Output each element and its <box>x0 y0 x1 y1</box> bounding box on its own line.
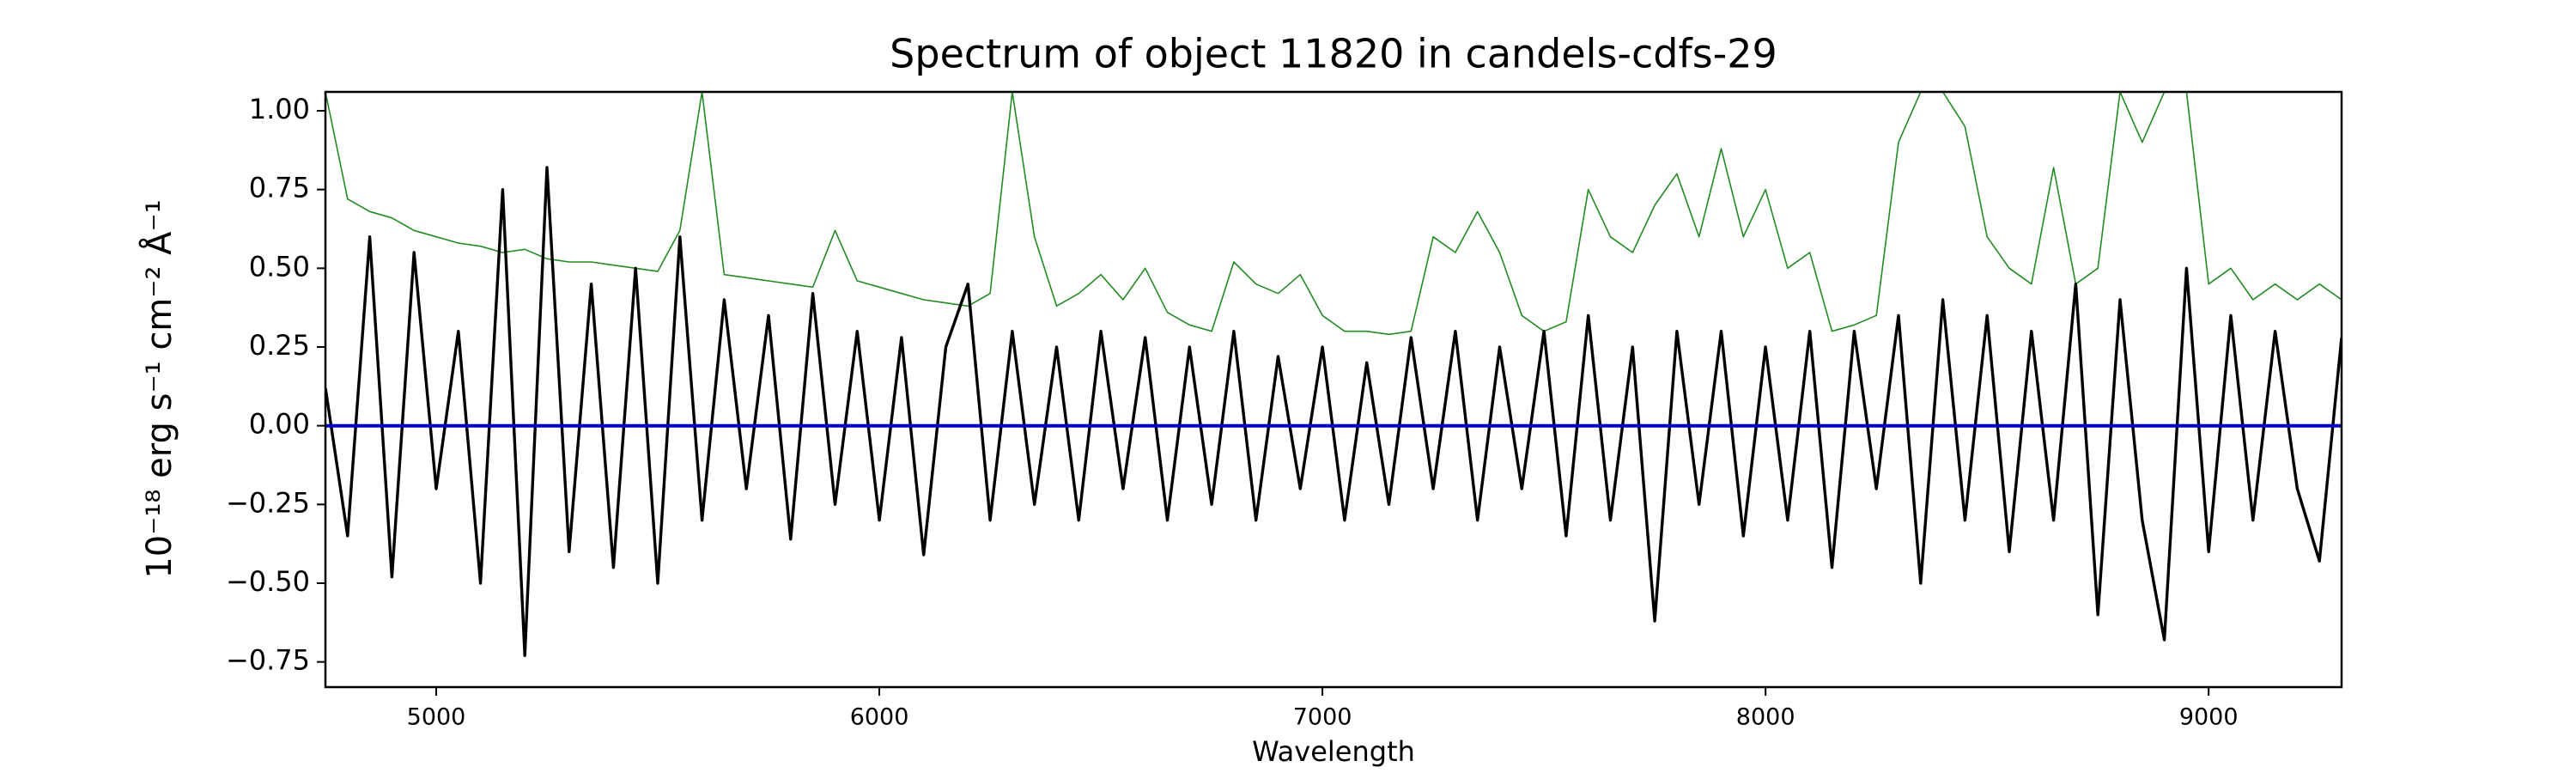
x-axis-label: Wavelength <box>1252 735 1415 768</box>
x-tick-label: 8000 <box>1736 704 1795 731</box>
y-tick-label: −0.50 <box>226 565 310 598</box>
y-axis-label: 10⁻¹⁸ erg s⁻¹ cm⁻² Å⁻¹ <box>138 199 179 578</box>
x-tick-label: 6000 <box>850 704 909 731</box>
axes-frame <box>324 90 2343 689</box>
x-tick-label: 9000 <box>2179 704 2239 731</box>
y-tick-label: 0.50 <box>249 250 310 283</box>
chart-title: Spectrum of object 11820 in candels-cdfs… <box>890 31 1777 77</box>
y-tick-label: 0.25 <box>249 329 310 362</box>
series-line <box>325 92 2342 336</box>
y-tick-label: 0.75 <box>249 172 310 204</box>
y-tick-label: 1.00 <box>249 93 310 125</box>
plot-area <box>325 92 2342 657</box>
x-tick-label: 7000 <box>1293 704 1352 731</box>
series-line <box>325 166 2342 657</box>
y-tick-label: −0.25 <box>226 486 310 519</box>
y-tick-label: 0.00 <box>249 408 310 441</box>
y-tick-label: −0.75 <box>226 644 310 677</box>
x-tick-label: 5000 <box>407 704 466 731</box>
